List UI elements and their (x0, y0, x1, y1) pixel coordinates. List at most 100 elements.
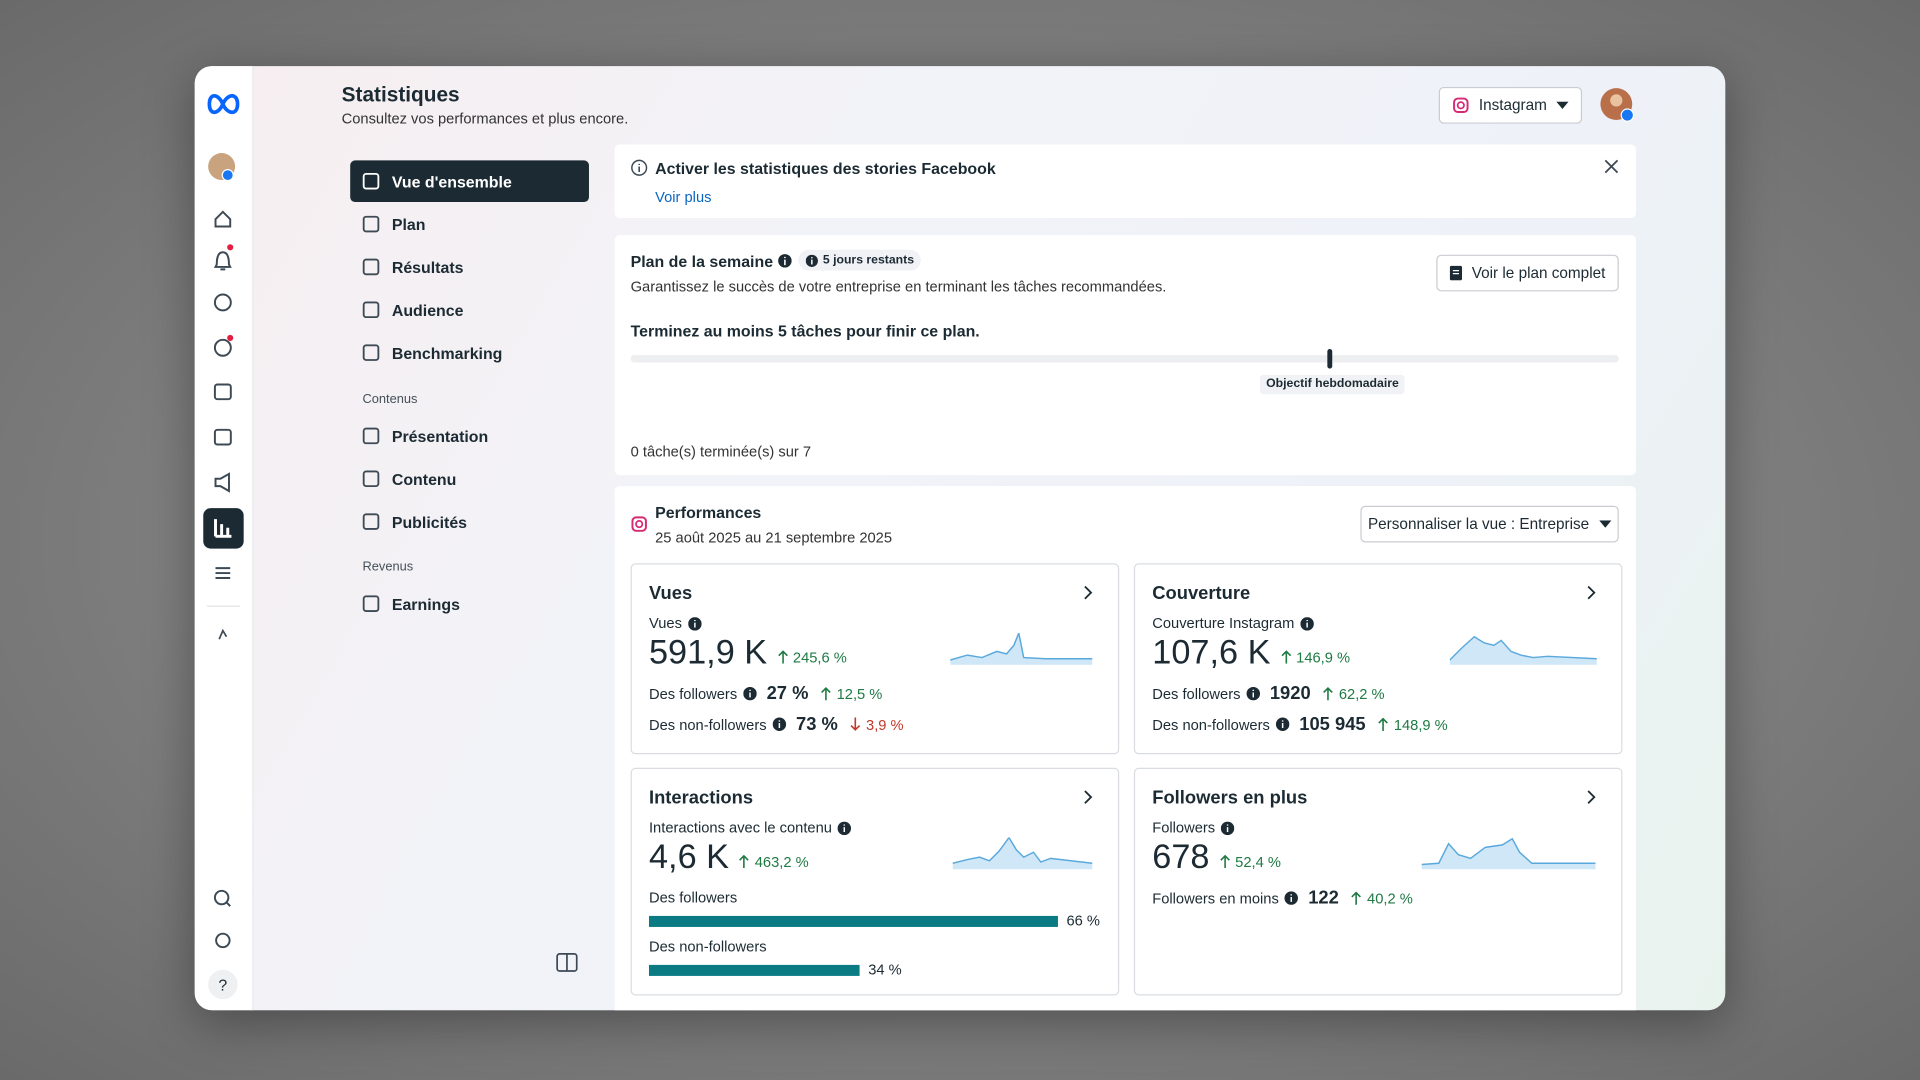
menu-icon[interactable] (215, 567, 231, 579)
metric-card[interactable]: Vues Vues 591,9 K 245,6 % Des followers 27 % 1… (630, 563, 1120, 755)
user-avatar[interactable] (1599, 87, 1636, 124)
chevron (1587, 790, 1596, 804)
nav-item[interactable]: Publicités (350, 501, 589, 543)
account-selector[interactable]: Instagram (1438, 86, 1583, 124)
plan-progress-text: 0 tâche(s) terminée(s) sur 7 (630, 443, 812, 461)
chevron-shape (1084, 790, 1093, 804)
facebook-badge (221, 168, 234, 182)
nav-item[interactable]: Earnings (350, 583, 589, 625)
up-arrow (1323, 687, 1334, 701)
nav-section-title: Contenus (362, 391, 418, 407)
metric-change-value: 245,6 % (792, 648, 847, 666)
sparkline-area (952, 837, 1093, 870)
up-arrow (1219, 854, 1230, 869)
sparkline (952, 837, 1093, 870)
chevron (1084, 585, 1093, 600)
info-icon (772, 717, 787, 732)
meta-logo[interactable] (207, 94, 240, 115)
app-window: ? Statistiques Consultez vos performance… (194, 66, 1726, 1011)
breakdown-label: Des followers (648, 685, 738, 703)
metric-value-row: 4,6 K 463,2 % (649, 838, 809, 877)
nav-icon-shape (362, 513, 380, 530)
info-icon (838, 821, 852, 835)
nav-item[interactable]: Contenu (350, 458, 589, 500)
metric-label: Couverture Instagram (1152, 614, 1295, 632)
metric-card-title: Vues (648, 582, 693, 604)
settings-icon[interactable] (215, 932, 231, 949)
nav-item[interactable]: Plan (350, 203, 589, 245)
metric-value-row: 678 52,4 % (1152, 838, 1281, 877)
metric-card[interactable]: Interactions Interactions avec le contenu… (630, 767, 1120, 996)
metric-card[interactable]: Followers en plus Followers 678 52,4 % Follo… (1133, 767, 1623, 996)
metric-label-row: Interactions avec le contenu (649, 819, 852, 836)
nav-item[interactable]: Résultats (350, 246, 589, 288)
info-icon (805, 254, 818, 267)
instagram-icon (1452, 97, 1469, 114)
metric-value-row: 107,6 K 146,9 % (1152, 633, 1350, 672)
nav-item[interactable]: Audience (350, 289, 589, 331)
calendar-icon[interactable] (213, 428, 232, 446)
up-arrow (739, 854, 750, 869)
view-selector[interactable]: Personnaliser la vue : Entreprise (1360, 505, 1619, 543)
full-plan-label: Voir le plan complet (1471, 264, 1606, 282)
notifications-icon[interactable] (213, 251, 232, 271)
breakdown-label: Des followers (1152, 685, 1241, 703)
metric-card[interactable]: Couverture Couverture Instagram 107,6 K 146… (1133, 563, 1623, 755)
alert-link[interactable]: Voir plus (655, 188, 712, 206)
caret (1598, 520, 1612, 528)
info-icon (1246, 686, 1261, 701)
arrow-shape (1378, 717, 1389, 732)
nav-item[interactable]: Benchmarking (350, 332, 589, 374)
nav-item[interactable]: Présentation (350, 415, 589, 457)
help-button[interactable] (208, 969, 238, 1000)
nav-icons (213, 210, 232, 949)
info-icon (778, 254, 792, 268)
nav-item-label: Plan (391, 214, 426, 234)
sparkline-area (1421, 838, 1596, 870)
nav-icon-shape (362, 427, 380, 445)
home-icon[interactable] (214, 210, 232, 228)
ads-manager-icon[interactable] (214, 472, 230, 493)
arrow-shape (739, 854, 750, 869)
metric-value: 107,6 K (1152, 633, 1271, 672)
plan-goal: Terminez au moins 5 tâches pour finir ce… (630, 322, 980, 341)
days-left-badge: 5 jours restants (798, 249, 922, 271)
info-icon (1221, 821, 1235, 835)
weekly-goal-marker (1327, 348, 1333, 369)
content-icon[interactable] (213, 383, 232, 401)
bar-label: Des followers (648, 888, 738, 907)
breakdown-value: 1920 (1269, 683, 1311, 705)
ads-icon[interactable] (213, 293, 232, 312)
up-arrow (821, 687, 832, 701)
full-plan-button[interactable]: Voir le plan complet (1436, 254, 1619, 292)
breakdown-change-value: 62,2 % (1338, 685, 1385, 703)
document-icon (1449, 265, 1462, 281)
share-bar (648, 915, 1058, 927)
collapse-panel-button[interactable] (556, 953, 578, 973)
insights-active[interactable] (203, 508, 244, 549)
sparkline-line (952, 837, 1093, 864)
close-button[interactable] (1604, 159, 1619, 174)
nav-icon-shape (362, 344, 380, 361)
nav-icon-shape (362, 301, 380, 319)
metric-card-title: Couverture (1152, 582, 1251, 604)
nav-item[interactable]: Vue d'ensemble (350, 160, 589, 203)
page-title: Statistiques (341, 83, 460, 107)
notification-dot (227, 334, 234, 342)
nav-icon (362, 470, 380, 488)
bar-row: 66 % (648, 912, 1100, 929)
chevron (1084, 790, 1093, 804)
bar-value-label: 34 % (868, 961, 902, 979)
meta-verified-icon[interactable] (218, 628, 228, 640)
breakdown-value: 27 % (766, 683, 809, 705)
sparkline-line (1449, 635, 1597, 661)
notification-dot (227, 244, 234, 251)
metric-value: 4,6 K (648, 837, 730, 876)
arrow-shape (1219, 854, 1230, 869)
plan-title: Plan de la semaine (630, 252, 774, 271)
messages-icon[interactable] (213, 338, 232, 357)
metric-change: 146,9 % (1280, 648, 1350, 666)
search-icon[interactable] (213, 889, 230, 906)
nav-icon (362, 427, 380, 445)
weekly-goal-label: Objectif hebdomadaire (1260, 374, 1405, 395)
